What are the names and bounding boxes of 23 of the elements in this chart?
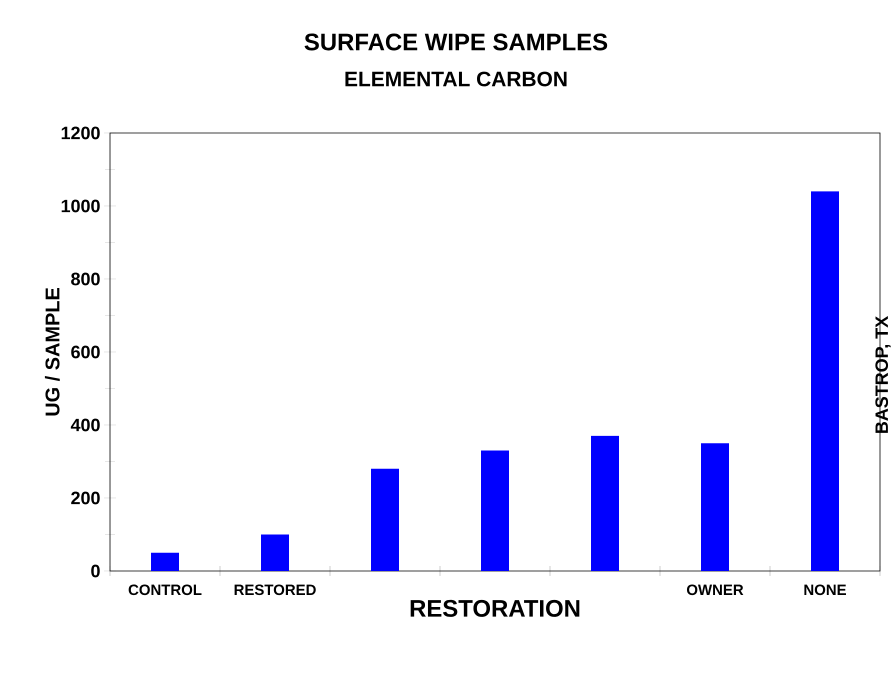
chart-title: SURFACE WIPE SAMPLES — [304, 34, 608, 50]
y-tick-label: 1000 — [62, 200, 100, 212]
y-tick-label: 600 — [71, 346, 100, 358]
bar — [371, 468, 400, 571]
x-axis-title: RESTORATION — [410, 600, 580, 617]
bar — [151, 552, 180, 571]
x-tick-label: OWNER — [686, 584, 744, 596]
bar — [811, 191, 839, 571]
y-tick-label: 400 — [70, 418, 100, 432]
x-tick-label: CONTROL — [128, 584, 202, 596]
x-tick-label: NONE — [804, 584, 846, 596]
bar — [481, 450, 510, 571]
y-tick-label: 1200 — [62, 126, 100, 140]
annotation: BASTROP, TX — [875, 316, 891, 433]
y-axis-title: UG / SAMPLE — [44, 288, 60, 416]
bar — [591, 436, 620, 571]
y-tick-label: 200 — [71, 492, 100, 504]
y-tick-label: 800 — [71, 272, 100, 286]
bar — [701, 443, 730, 571]
chart-subtitle: ELEMENTAL CARBON — [345, 72, 567, 86]
x-tick-label: RESTORED — [234, 584, 316, 596]
y-tick-label: 0 — [91, 564, 100, 578]
bar — [261, 534, 290, 571]
